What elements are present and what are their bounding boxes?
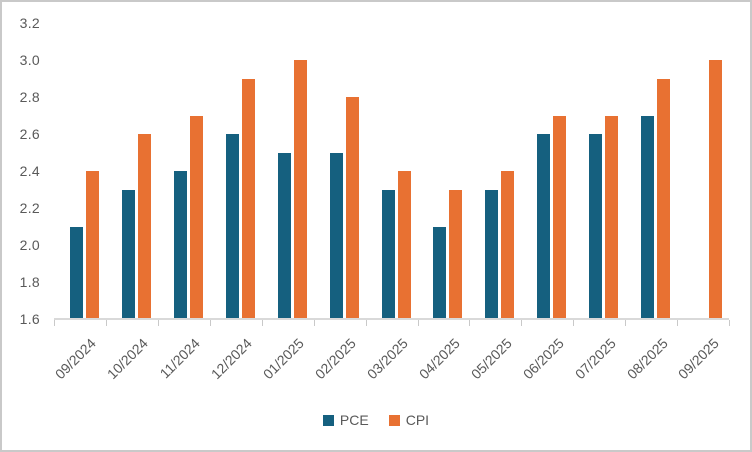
x-axis-tick (313, 320, 315, 326)
x-axis-tick (157, 320, 159, 326)
x-axis-tick-label: 11/2024 (156, 335, 204, 382)
bar-cpi (86, 171, 99, 318)
x-axis-tick (105, 320, 107, 326)
legend-label: CPI (405, 412, 430, 428)
bar-cpi (293, 60, 307, 318)
x-axis-tick-label: 02/2025 (311, 335, 359, 383)
x-axis-tick (729, 320, 730, 326)
bar-cpi (605, 115, 619, 318)
x-axis-line (54, 318, 729, 320)
x-axis-tick (54, 320, 55, 326)
bar-pce (589, 134, 603, 318)
x-axis-tick (521, 320, 523, 326)
x-axis-tick-label: 07/2025 (571, 335, 619, 383)
legend-item-pce: PCE (322, 412, 369, 428)
bar-cpi (345, 97, 359, 318)
x-axis-tick (573, 320, 575, 326)
y-axis-tick-label: 2.4 (19, 163, 40, 179)
bar-pce (537, 134, 551, 318)
x-axis-tick-label: 12/2024 (207, 335, 256, 383)
bar-pce (485, 189, 499, 318)
bar-cpi (189, 115, 203, 318)
bar-pce (173, 171, 187, 318)
x-axis-tick-label: 09/2025 (675, 335, 723, 383)
x-axis-tick (417, 320, 419, 326)
x-axis-tick-label: 05/2025 (467, 335, 515, 383)
bar-pce (329, 152, 343, 318)
bar-pce (70, 226, 83, 318)
bar-pce (381, 189, 395, 318)
legend-label: PCE (339, 412, 369, 428)
bar-pce (225, 134, 239, 318)
x-axis-tick-label: 08/2025 (623, 335, 671, 383)
bar-cpi (397, 171, 411, 318)
bar-cpi (501, 171, 515, 318)
bar-pce (121, 189, 135, 318)
x-axis-tick-label: 04/2025 (415, 335, 463, 383)
y-axis-tick-label: 1.6 (19, 311, 40, 327)
y-axis-tick-label: 3.0 (19, 52, 40, 68)
x-axis-tick (677, 320, 679, 326)
bar-cpi (449, 189, 463, 318)
legend: PCE CPI (2, 412, 750, 428)
legend-marker-pce (322, 414, 334, 426)
x-axis-tick (469, 320, 471, 326)
bar-cpi (553, 115, 567, 318)
bar-pce (277, 152, 291, 318)
x-axis-tick-label: 03/2025 (363, 335, 411, 383)
y-axis-tick-label: 1.8 (19, 274, 40, 290)
y-axis-tick-label: 2.6 (19, 126, 40, 142)
x-axis-tick (625, 320, 627, 326)
x-axis-tick (261, 320, 263, 326)
x-axis-tick-label: 09/2024 (52, 335, 100, 383)
x-axis-tick-label: 06/2025 (519, 335, 567, 383)
y-axis-tick-label: 2.0 (19, 237, 40, 253)
x-axis-tick-label: 10/2024 (104, 335, 152, 383)
legend-marker-cpi (388, 414, 400, 426)
bar-pce (433, 226, 447, 318)
x-axis-tick (365, 320, 367, 326)
y-axis-tick-label: 2.8 (19, 89, 40, 105)
bar-cpi (241, 78, 255, 318)
bar-cpi (657, 78, 671, 318)
legend-item-cpi: CPI (388, 412, 430, 428)
bar-pce (641, 115, 655, 318)
bar-cpi (137, 134, 151, 318)
y-axis-tick-label: 3.2 (19, 15, 40, 31)
bar-cpi (709, 60, 723, 318)
x-axis-tick (209, 320, 211, 326)
x-axis-tick-label: 01/2025 (259, 335, 308, 383)
y-axis-tick-label: 2.2 (19, 200, 40, 216)
